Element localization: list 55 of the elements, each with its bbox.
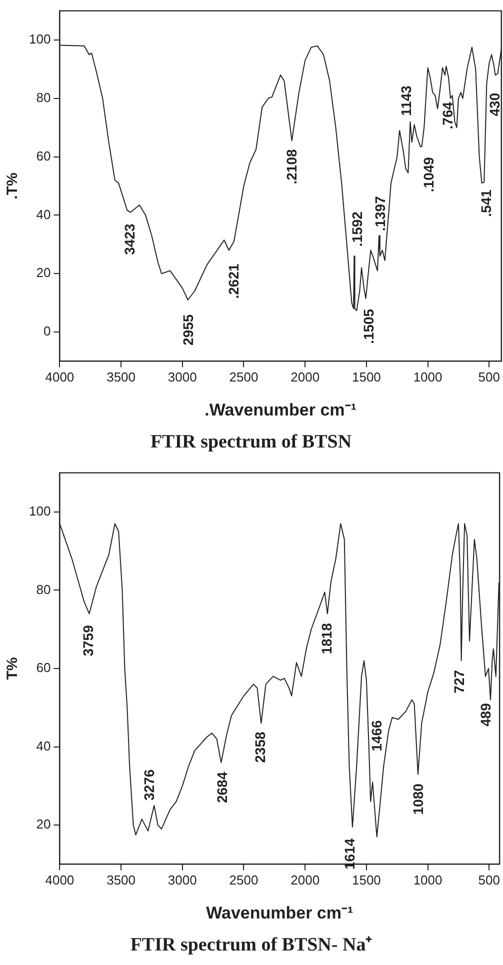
annotation: 3423 — [121, 224, 138, 255]
x-tick-label: 4000 — [45, 370, 74, 385]
annotation: 1818 — [318, 622, 334, 654]
x-tick-label: 1500 — [352, 872, 381, 888]
annotation: 2955 — [180, 314, 196, 346]
annotation: .2108 — [284, 149, 300, 184]
annotation: 3276 — [140, 769, 157, 801]
x-tick-label: 2000 — [290, 370, 320, 385]
x-tick-label: 1000 — [413, 872, 442, 888]
x-axis-title: .Wavenumber cm⁻¹ — [204, 400, 357, 420]
x-tick-label: 2000 — [290, 872, 320, 888]
y-tick-label: 100 — [28, 32, 51, 47]
annotation: 1614 — [341, 838, 358, 870]
annotation: 1143 — [398, 85, 414, 116]
x-tick-label: 3000 — [168, 370, 197, 385]
x-tick-label: 2500 — [229, 370, 258, 385]
x-tick-label: 2500 — [229, 872, 258, 888]
y-tick-label: 60 — [36, 660, 51, 676]
y-tick-label: 20 — [36, 816, 51, 832]
annotation: .1049 — [420, 156, 437, 192]
x-tick-label: 1000 — [413, 370, 442, 385]
y-axis-title: T% — [4, 657, 22, 680]
y-tick-label: 100 — [28, 504, 51, 519]
text: FTIR spectrum of BTSN- Na⁺ — [130, 934, 373, 956]
y-tick-label: 60 — [36, 148, 51, 164]
annotation: 3759 — [80, 624, 96, 656]
x-tick-label: 1500 — [352, 370, 381, 385]
x-axis-title: Wavenumber cm⁻¹ — [206, 904, 354, 923]
x-tick-label: 3000 — [168, 872, 197, 888]
y-tick-label: 80 — [36, 582, 51, 597]
annotation: 489 — [477, 702, 494, 726]
annotation: 727 — [451, 670, 468, 694]
annotation: .1505 — [360, 308, 377, 344]
y-axis-title: .T% — [4, 172, 22, 200]
x-tick-label: 500 — [478, 872, 500, 888]
annotation: 1466 — [368, 720, 385, 752]
annotation: 430 — [486, 92, 503, 116]
annotation: .1397 — [372, 196, 388, 232]
annotation: 2684 — [214, 772, 230, 804]
x-tick-label: 4000 — [45, 872, 74, 888]
annotation: .2621 — [226, 264, 242, 299]
x-tick-label: 500 — [478, 370, 500, 385]
y-tick-label: 40 — [36, 738, 51, 754]
y-tick-label: 40 — [36, 206, 51, 222]
y-tick-label: 0 — [43, 324, 51, 339]
y-tick-label: 20 — [36, 265, 51, 280]
text: FTIR spectrum of BTSN — [150, 432, 352, 453]
annotation: .541 — [478, 189, 494, 217]
x-tick-label: 3500 — [106, 872, 136, 888]
annotation: .764 — [440, 102, 456, 130]
annotation: .1592 — [349, 211, 366, 247]
annotation: 2358 — [252, 732, 268, 763]
x-tick-label: 3500 — [106, 370, 136, 385]
annotation: 1080 — [410, 783, 426, 815]
y-tick-label: 80 — [36, 90, 51, 105]
